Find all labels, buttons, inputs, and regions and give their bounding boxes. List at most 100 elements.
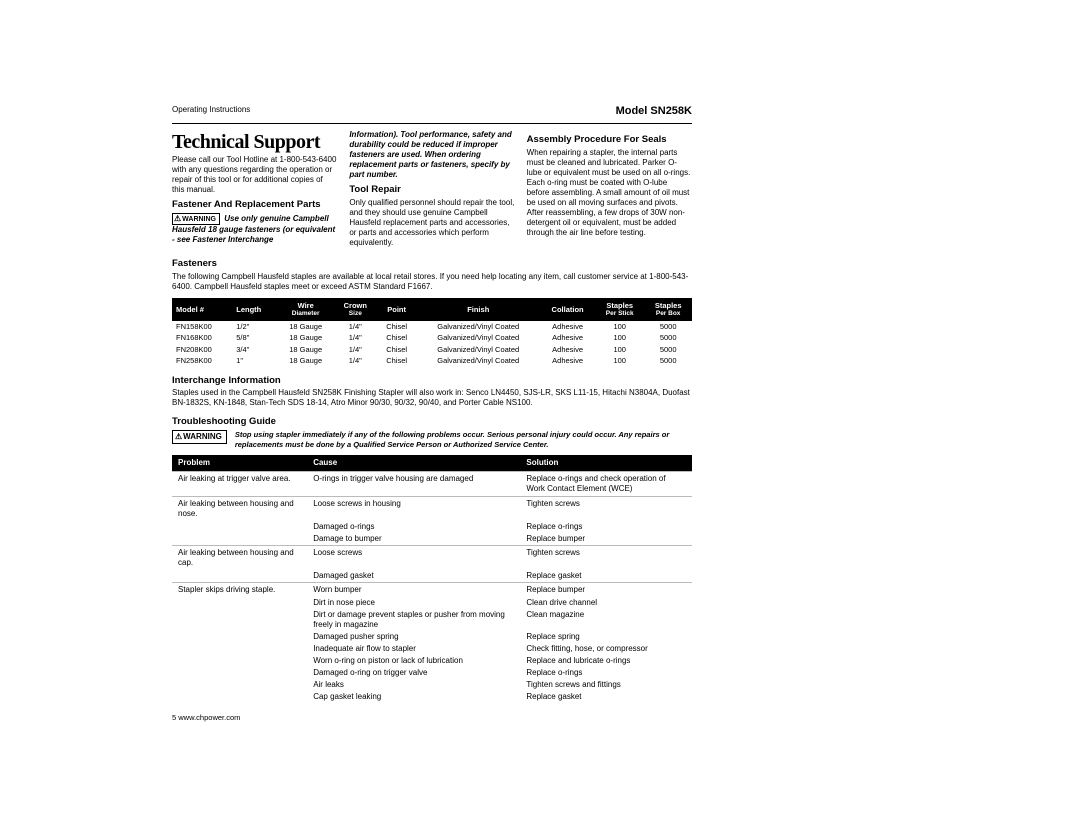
- table-cell: Galvanized/Vinyl Coated: [416, 321, 540, 332]
- trouble-solution: Replace gasket: [520, 570, 692, 583]
- heading-interchange: Interchange Information: [172, 375, 692, 387]
- hotline-text: Please call our Tool Hotline at 1-800-54…: [172, 155, 337, 195]
- table-cell: 18 Gauge: [278, 332, 334, 343]
- table-cell: 18 Gauge: [278, 355, 334, 366]
- trouble-solution: Check fitting, hose, or compressor: [520, 643, 692, 655]
- trouble-solution: Clean magazine: [520, 609, 692, 631]
- table-row: Stapler skips driving staple.Worn bumper…: [172, 583, 692, 598]
- table-cell: Adhesive: [540, 344, 595, 355]
- trouble-solution: Tighten screws and fittings: [520, 679, 692, 691]
- intro-columns: Technical Support Please call our Tool H…: [172, 130, 692, 248]
- trouble-cause: Damaged o-ring on trigger valve: [307, 667, 520, 679]
- trouble-col-cause: Cause: [307, 455, 520, 472]
- table-cell: 5000: [644, 355, 692, 366]
- warning-cont: Information). Tool performance, safety a…: [349, 130, 514, 180]
- fasteners-col: CrownSize: [334, 298, 377, 322]
- trouble-solution: Replace o-rings: [520, 521, 692, 533]
- troubleshoot-warning-text: Stop using stapler immediately if any of…: [235, 430, 692, 449]
- table-row: Worn o-ring on piston or lack of lubrica…: [172, 655, 692, 667]
- table-cell: 100: [595, 355, 644, 366]
- table-row: FN158K001/2"18 Gauge1/4"ChiselGalvanized…: [172, 321, 692, 332]
- table-cell: FN208K00: [172, 344, 232, 355]
- fasteners-col: StaplesPer Stick: [595, 298, 644, 322]
- trouble-col-problem: Problem: [172, 455, 307, 472]
- col-1: Technical Support Please call our Tool H…: [172, 130, 337, 248]
- trouble-cause: O-rings in trigger valve housing are dam…: [307, 472, 520, 497]
- table-cell: 18 Gauge: [278, 321, 334, 332]
- fasteners-col: Collation: [540, 298, 595, 322]
- trouble-cause: Inadequate air flow to stapler: [307, 643, 520, 655]
- heading-troubleshoot: Troubleshooting Guide: [172, 416, 692, 428]
- manual-page: Operating Instructions Model SN258K Tech…: [172, 105, 692, 725]
- heading-fasteners: Fasteners: [172, 258, 692, 270]
- trouble-problem: [172, 597, 307, 609]
- col-2: Information). Tool performance, safety a…: [349, 130, 514, 248]
- trouble-problem: Air leaking at trigger valve area.: [172, 472, 307, 497]
- warning-inline: Use only genuine Campbell: [224, 214, 328, 223]
- table-cell: Adhesive: [540, 321, 595, 332]
- table-cell: 5000: [644, 332, 692, 343]
- table-row: Dirt in nose pieceClean drive channel: [172, 597, 692, 609]
- fasteners-col: StaplesPer Box: [644, 298, 692, 322]
- table-row: Damaged pusher springReplace spring: [172, 631, 692, 643]
- trouble-cause: Dirt or damage prevent staples or pusher…: [307, 609, 520, 631]
- table-cell: 5/8": [232, 332, 277, 343]
- trouble-cause: Loose screws: [307, 546, 520, 571]
- trouble-solution: Replace o-rings: [520, 667, 692, 679]
- fasteners-col: WireDiameter: [278, 298, 334, 322]
- trouble-solution: Replace spring: [520, 631, 692, 643]
- table-row: Air leaking between housing and cap.Loos…: [172, 546, 692, 571]
- trouble-problem: Air leaking between housing and nose.: [172, 497, 307, 522]
- table-cell: 1/4": [334, 332, 377, 343]
- table-row: Damaged o-ringsReplace o-rings: [172, 521, 692, 533]
- table-cell: 1/2": [232, 321, 277, 332]
- table-cell: 1": [232, 355, 277, 366]
- troubleshoot-warning-row: ⚠WARNING Stop using stapler immediately …: [172, 430, 692, 449]
- header-rule: [172, 123, 692, 124]
- table-row: Air leaking at trigger valve area.O-ring…: [172, 472, 692, 497]
- table-row: FN208K003/4"18 Gauge1/4"ChiselGalvanized…: [172, 344, 692, 355]
- warning-triangle-icon: ⚠: [173, 214, 182, 223]
- assembly-text: When repairing a stapler, the internal p…: [527, 148, 692, 238]
- trouble-cause: Damage to bumper: [307, 533, 520, 546]
- trouble-problem: [172, 521, 307, 533]
- table-cell: 1/4": [334, 355, 377, 366]
- trouble-problem: [172, 691, 307, 703]
- table-row: Air leaksTighten screws and fittings: [172, 679, 692, 691]
- trouble-problem: [172, 609, 307, 631]
- footer-url: www.chpower.com: [178, 713, 240, 722]
- trouble-cause: Damaged pusher spring: [307, 631, 520, 643]
- table-cell: Chisel: [377, 344, 417, 355]
- warning-badge-2: ⚠WARNING: [172, 430, 227, 444]
- table-cell: 100: [595, 332, 644, 343]
- trouble-cause: Cap gasket leaking: [307, 691, 520, 703]
- trouble-problem: [172, 631, 307, 643]
- page-title: Technical Support: [172, 130, 337, 155]
- trouble-problem: Air leaking between housing and cap.: [172, 546, 307, 571]
- trouble-cause: Worn o-ring on piston or lack of lubrica…: [307, 655, 520, 667]
- header-left: Operating Instructions: [172, 105, 250, 119]
- table-cell: 100: [595, 321, 644, 332]
- table-row: Inadequate air flow to staplerCheck fitt…: [172, 643, 692, 655]
- heading-parts: Fastener And Replacement Parts: [172, 199, 337, 211]
- col-3: Assembly Procedure For Seals When repair…: [527, 130, 692, 248]
- table-row: Air leaking between housing and nose.Loo…: [172, 497, 692, 522]
- trouble-cause: Loose screws in housing: [307, 497, 520, 522]
- table-row: Damage to bumperReplace bumper: [172, 533, 692, 546]
- table-cell: 5000: [644, 344, 692, 355]
- table-row: Cap gasket leakingReplace gasket: [172, 691, 692, 703]
- trouble-problem: [172, 643, 307, 655]
- table-cell: Chisel: [377, 332, 417, 343]
- trouble-cause: Worn bumper: [307, 583, 520, 598]
- trouble-problem: [172, 679, 307, 691]
- warning-label: WARNING: [182, 216, 216, 223]
- trouble-cause: Dirt in nose piece: [307, 597, 520, 609]
- table-row: FN258K001"18 Gauge1/4"ChiselGalvanized/V…: [172, 355, 692, 366]
- trouble-solution: Replace and lubricate o-rings: [520, 655, 692, 667]
- trouble-col-solution: Solution: [520, 455, 692, 472]
- trouble-solution: Replace o-rings and check operation of W…: [520, 472, 692, 497]
- fasteners-col: Model #: [172, 298, 232, 322]
- model-label: Model SN258K: [616, 105, 692, 119]
- heading-assembly: Assembly Procedure For Seals: [527, 134, 692, 146]
- fasteners-col: Point: [377, 298, 417, 322]
